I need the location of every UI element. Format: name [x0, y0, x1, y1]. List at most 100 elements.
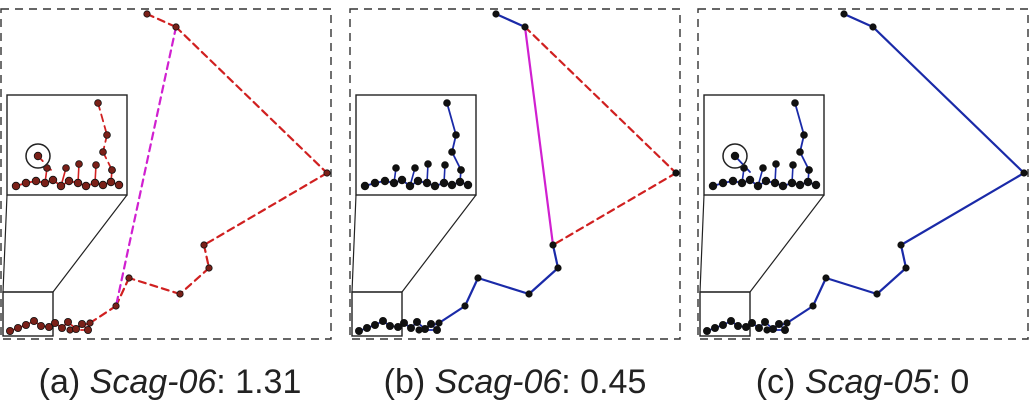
tree-edge: [174, 25, 329, 175]
data-point: [822, 274, 830, 282]
data-point: [521, 23, 529, 31]
data-point: [21, 320, 30, 329]
inset-edge: [446, 102, 457, 136]
inset-point: [753, 181, 763, 191]
tree-edge: [899, 243, 908, 270]
inset-point: [31, 176, 41, 186]
inset-point: [99, 148, 107, 156]
data-point: [492, 10, 500, 18]
inset-point: [114, 180, 124, 190]
data-point: [672, 169, 680, 177]
data-point: [205, 264, 213, 272]
data-point: [783, 319, 791, 327]
data-point: [13, 323, 22, 332]
data-point: [761, 317, 770, 326]
tree-edge: [127, 276, 182, 296]
tree-edge: [523, 25, 678, 175]
data-point: [426, 319, 435, 328]
caption-b: (b) Scag-06: 0.45: [383, 363, 647, 401]
inset-point: [90, 178, 100, 188]
inset-point: [73, 178, 83, 188]
zoom-connector: [699, 194, 825, 293]
tree-edge: [202, 243, 211, 270]
outlier-point: [730, 151, 740, 161]
data-point: [172, 23, 180, 31]
outlier-highlight: [25, 143, 51, 169]
data-point: [809, 302, 817, 310]
data-point: [354, 326, 363, 335]
data-point: [727, 316, 736, 325]
inset-point: [787, 178, 797, 188]
panel-a: [0, 8, 332, 340]
data-point: [393, 322, 402, 331]
plot-frame: [349, 8, 681, 340]
inset-point: [64, 176, 74, 186]
inset-point: [728, 176, 738, 186]
data-point: [399, 318, 408, 327]
long-edge: [523, 25, 555, 247]
inset-point: [389, 178, 399, 188]
tree-edge: [871, 25, 1026, 175]
data-point: [200, 241, 208, 249]
data-point: [775, 319, 784, 328]
data-point: [37, 321, 46, 330]
data-point: [840, 10, 848, 18]
tree-edge: [527, 266, 560, 296]
inset-point: [718, 178, 728, 188]
inset-point: [443, 99, 451, 107]
tree-edge: [494, 12, 527, 29]
data-point: [45, 322, 54, 331]
inset-point: [108, 166, 116, 174]
inset-point: [411, 164, 419, 172]
data-point: [873, 290, 881, 298]
inset-point: [761, 176, 771, 186]
data-point: [435, 319, 443, 327]
data-point: [412, 317, 421, 326]
tree-edge: [811, 276, 828, 308]
tree-edge: [202, 171, 329, 247]
data-point: [549, 241, 557, 249]
inset-point: [56, 181, 66, 191]
inset-point: [708, 181, 718, 191]
inset-point: [75, 160, 83, 168]
inset-point: [422, 178, 432, 188]
tree-edge: [875, 266, 908, 296]
tree-edge: [476, 276, 531, 296]
tree-edge: [785, 304, 815, 325]
inset-point: [811, 180, 821, 190]
caption-a: (a) Scag-06: 1.31: [38, 363, 302, 401]
tree-edge: [437, 304, 467, 325]
inset-point: [103, 131, 111, 139]
data-point: [719, 320, 728, 329]
inset-point: [772, 160, 780, 168]
inset-point: [796, 148, 804, 156]
inset-point: [98, 180, 108, 190]
inset-point: [439, 178, 449, 188]
inset-point: [447, 180, 457, 190]
inset-point: [463, 180, 473, 190]
data-point: [6, 326, 14, 335]
data-point: [869, 23, 877, 31]
long-edge: [114, 25, 178, 308]
data-point: [474, 274, 482, 282]
data-point: [748, 318, 757, 327]
data-point: [897, 241, 905, 249]
data-point: [525, 290, 533, 298]
inset-point: [800, 131, 808, 139]
data-point: [58, 323, 67, 332]
inset-point: [21, 178, 31, 188]
data-point: [29, 316, 38, 325]
inset-point: [430, 181, 440, 191]
inset-point: [452, 131, 460, 139]
tree-edge: [463, 276, 480, 308]
tree-edge: [178, 266, 211, 296]
zoom-connector: [2, 194, 128, 293]
tree-edge: [824, 276, 879, 296]
data-point: [769, 324, 778, 333]
data-point: [323, 169, 331, 177]
inset-point: [106, 177, 116, 187]
data-point: [406, 323, 415, 332]
inset-edge: [794, 102, 805, 136]
inset-point: [81, 181, 91, 191]
